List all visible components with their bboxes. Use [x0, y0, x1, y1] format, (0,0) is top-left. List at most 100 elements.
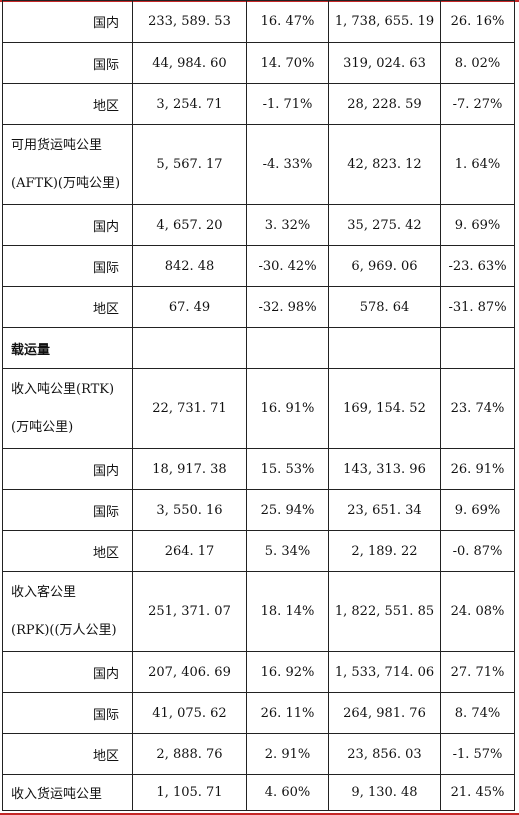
value-cell: 4, 657. 20: [132, 204, 247, 246]
value-cell: 5. 34%: [246, 530, 329, 572]
value-cell: 9. 69%: [440, 489, 515, 531]
value-cell: 23, 651. 34: [328, 489, 441, 531]
value-cell: 23, 856. 03: [328, 733, 441, 775]
value-cell: 22, 731. 71: [132, 368, 247, 449]
value-cell: 15. 53%: [246, 448, 329, 490]
value-cell: [328, 327, 441, 369]
value-cell: -1. 57%: [440, 733, 515, 775]
value-cell: 9, 130. 48: [328, 774, 441, 811]
row-label-line: 收入吨公里(RTK): [11, 381, 115, 397]
row-label: 国际: [93, 504, 120, 520]
value-cell: 16. 92%: [246, 651, 329, 693]
value-cell: 16. 91%: [246, 368, 329, 449]
table-row: 地区 3, 254. 71 -1. 71% 28, 228. 59 -7. 27%: [2, 83, 515, 125]
value-cell: 251, 371. 07: [132, 571, 247, 652]
value-cell: 28, 228. 59: [328, 83, 441, 125]
table-row: 国际 842. 48 -30. 42% 6, 969. 06 -23. 63%: [2, 245, 515, 287]
value-cell: 3, 550. 16: [132, 489, 247, 531]
value-cell: [440, 327, 515, 369]
row-label: 地区: [93, 545, 120, 561]
table-row: 地区 67. 49 -32. 98% 578. 64 -31. 87%: [2, 286, 515, 328]
value-cell: -32. 98%: [246, 286, 329, 328]
row-label-cell: 国内: [2, 0, 133, 43]
row-label-cell: 收入货运吨公里: [2, 774, 133, 811]
value-cell: -0. 87%: [440, 530, 515, 572]
row-label-cell: 载运量: [2, 327, 133, 369]
value-cell: 3. 32%: [246, 204, 329, 246]
value-cell: 26. 11%: [246, 692, 329, 734]
row-label: 国际: [93, 707, 120, 723]
value-cell: 26. 16%: [440, 0, 515, 43]
table-row: 国内 233, 589. 53 16. 47% 1, 738, 655. 19 26. …: [2, 0, 515, 43]
value-cell: 3, 254. 71: [132, 83, 247, 125]
value-cell: 14. 70%: [246, 42, 329, 84]
value-cell: 35, 275. 42: [328, 204, 441, 246]
row-label-cell: 收入客公里 (RPK)((万人公里): [2, 571, 133, 652]
value-cell: 1. 64%: [440, 124, 515, 205]
value-cell: -4. 33%: [246, 124, 329, 205]
value-cell: 16. 47%: [246, 0, 329, 43]
row-label-cell: 地区: [2, 530, 133, 572]
table-row: 地区 2, 888. 76 2. 91% 23, 856. 03 -1. 57%: [2, 733, 515, 775]
value-cell: 24. 08%: [440, 571, 515, 652]
row-label: 国内: [93, 666, 120, 682]
row-label: 国内: [93, 16, 120, 31]
row-label-line: (万吨公里): [11, 419, 74, 435]
row-label-line: 收入客公里: [11, 584, 77, 600]
value-cell: 578. 64: [328, 286, 441, 328]
value-cell: 319, 024. 63: [328, 42, 441, 84]
value-cell: 2, 189. 22: [328, 530, 441, 572]
table-row: 国际 3, 550. 16 25. 94% 23, 651. 34 9. 69%: [2, 489, 515, 531]
table-row: 国内 207, 406. 69 16. 92% 1, 533, 714. 06 27. …: [2, 651, 515, 693]
value-cell: 21. 45%: [440, 774, 515, 811]
value-cell: 67. 49: [132, 286, 247, 328]
value-cell: -7. 27%: [440, 83, 515, 125]
row-label-line: (AFTK)(万吨公里): [11, 175, 121, 191]
row-label-cell: 可用货运吨公里 (AFTK)(万吨公里): [2, 124, 133, 205]
value-cell: 6, 969. 06: [328, 245, 441, 287]
value-cell: 1, 533, 714. 06: [328, 651, 441, 693]
row-label: 地区: [93, 748, 120, 764]
row-label-cell: 国内: [2, 448, 133, 490]
row-label: 国内: [93, 463, 120, 479]
table-row: 国内 18, 917. 38 15. 53% 143, 313. 96 26. 91%: [2, 448, 515, 490]
row-label: 国际: [93, 57, 120, 73]
table-row: 可用货运吨公里 (AFTK)(万吨公里) 5, 567. 17 -4. 33% 42, …: [2, 124, 515, 205]
row-label-cell: 地区: [2, 83, 133, 125]
row-label: 地区: [93, 301, 120, 317]
value-cell: -1. 71%: [246, 83, 329, 125]
table-row: 国际 41, 075. 62 26. 11% 264, 981. 76 8. 74%: [2, 692, 515, 734]
row-label: 地区: [93, 98, 120, 114]
value-cell: 4. 60%: [246, 774, 329, 811]
row-label: 国内: [93, 219, 120, 235]
row-label-cell: 国际: [2, 489, 133, 531]
value-cell: [132, 327, 247, 369]
value-cell: 264, 981. 76: [328, 692, 441, 734]
value-cell: 18, 917. 38: [132, 448, 247, 490]
table-row: 地区 264. 17 5. 34% 2, 189. 22 -0. 87%: [2, 530, 515, 572]
value-cell: -30. 42%: [246, 245, 329, 287]
bottom-border-line: [0, 813, 519, 815]
value-cell: 26. 91%: [440, 448, 515, 490]
value-cell: 2. 91%: [246, 733, 329, 775]
table-row: 收入吨公里(RTK) (万吨公里) 22, 731. 71 16. 91% 169, 1…: [2, 368, 515, 449]
value-cell: 842. 48: [132, 245, 247, 287]
row-label-line: 可用货运吨公里: [11, 137, 103, 153]
value-cell: 23. 74%: [440, 368, 515, 449]
value-cell: 27. 71%: [440, 651, 515, 693]
table-row: 收入客公里 (RPK)((万人公里) 251, 371. 07 18. 14% 1, 8…: [2, 571, 515, 652]
row-label-cell: 收入吨公里(RTK) (万吨公里): [2, 368, 133, 449]
value-cell: 1, 822, 551. 85: [328, 571, 441, 652]
row-label-cell: 国内: [2, 651, 133, 693]
value-cell: 143, 313. 96: [328, 448, 441, 490]
value-cell: 42, 823. 12: [328, 124, 441, 205]
row-label-line: (RPK)((万人公里): [11, 622, 117, 638]
row-label-cell: 国际: [2, 692, 133, 734]
value-cell: -31. 87%: [440, 286, 515, 328]
value-cell: 41, 075. 62: [132, 692, 247, 734]
table-row: 载运量: [2, 327, 515, 369]
value-cell: 18. 14%: [246, 571, 329, 652]
row-label-cell: 国际: [2, 42, 133, 84]
